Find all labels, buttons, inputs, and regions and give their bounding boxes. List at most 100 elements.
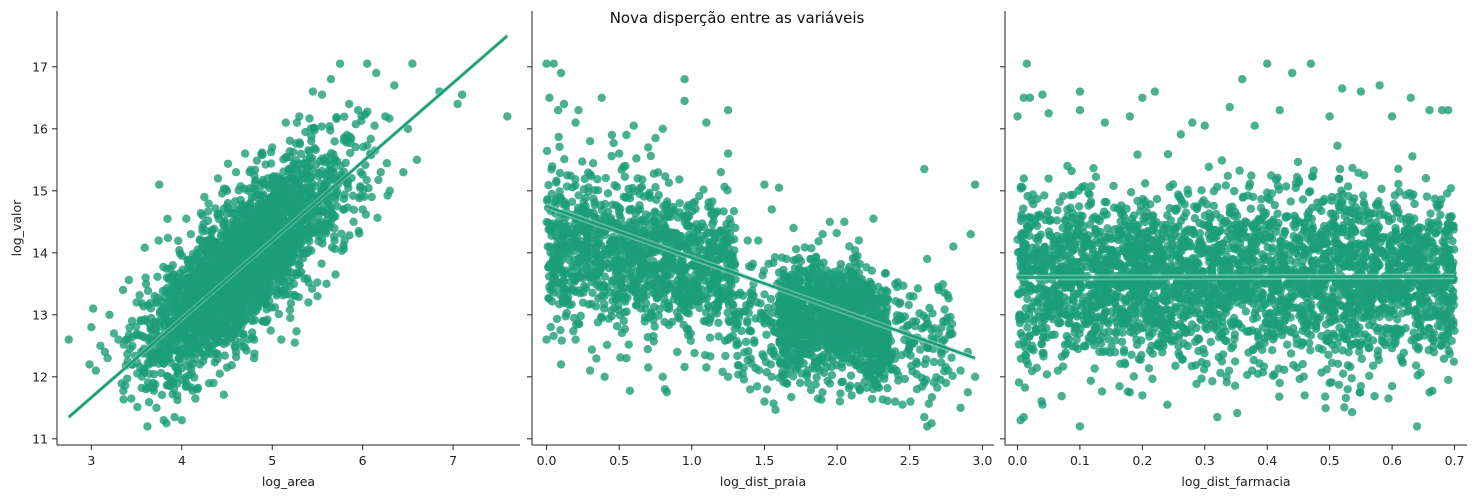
scatter-point [190,331,199,340]
scatter-point [399,168,408,177]
scatter-point [588,159,598,168]
scatter-point [301,231,310,240]
scatter-point [214,261,224,271]
x-tick-label: 5 [268,453,276,468]
scatter-point [867,266,877,275]
x-tick-label: 3.0 [972,453,992,468]
scatter-point [175,249,185,258]
x-tick-label: 1.0 [682,453,702,468]
scatter-point [349,217,358,226]
scatter-point [372,68,381,78]
scatter-point [249,308,258,318]
scatter-point [555,168,565,178]
scatter-point [277,206,286,216]
scatter-point [304,298,313,307]
scatter-point [332,114,341,124]
scatter-point [198,284,207,294]
scatter-point [326,75,336,84]
scatter-point [132,298,141,307]
scatter-point [207,227,216,237]
scatter-point [292,327,301,336]
scatter-point [804,265,814,274]
scatter-point [310,123,319,133]
scatter-point [274,309,284,319]
scatter-point [304,221,314,230]
scatter-point [593,186,603,195]
scatter-point [362,175,371,185]
scatter-point [878,395,887,404]
scatter-point [328,165,338,174]
scatter-point [609,138,618,148]
scatter-point [554,132,563,142]
scatter-point [189,256,198,265]
scatter-point [735,288,745,298]
scatter-point [264,228,274,238]
scatter-point [150,292,159,301]
scatter-point [408,59,417,68]
scatter-point [362,141,372,150]
scatter-point [339,244,349,254]
scatter-point [624,184,633,194]
scatter-point [579,288,588,297]
y-axis-label: log_valor [9,199,24,256]
scatter-point [263,174,272,183]
scatter-point [591,302,601,311]
scatter-point [331,270,340,279]
scatter-point [152,403,161,412]
scatter-point [296,239,306,249]
scatter-point [295,193,304,203]
scatter-point [122,374,132,383]
scatter-point [137,383,146,393]
scatter-point [223,331,232,340]
scatter-point [714,332,723,341]
scatter-point [318,207,327,216]
scatter-point [382,159,392,168]
scatter-point [261,160,270,169]
scatter-point [555,142,564,152]
scatter-point [127,394,136,403]
scatter-point [286,246,295,256]
y-tick-label: 14 [32,245,48,260]
x-tick-label: 1.5 [755,453,775,468]
scatter-point [184,371,194,380]
x-tick-label: 6 [359,453,367,468]
scatter-point [163,214,172,224]
scatter-point [195,266,205,276]
scatter-point [173,391,182,400]
scatter-point [295,269,304,278]
scatter-point [252,156,262,165]
scatter-point [766,360,776,369]
scatter-point [295,112,304,121]
scatter-point [155,318,164,328]
scatter-point [345,148,355,158]
scatter-point [270,303,280,312]
scatter-point [173,346,183,356]
scatter-point [152,348,161,357]
scatter-point [894,376,903,385]
scatter-point [355,229,364,238]
scatter-point [390,81,399,90]
scatter-point [302,248,312,258]
scatter-point [675,175,684,184]
scatter-point [349,205,359,215]
scatter-point [282,181,292,190]
scatter-point [750,336,759,345]
scatter-point [762,330,771,339]
scatter-point [746,327,756,336]
scatter-point [141,273,150,282]
scatter-point [601,173,611,183]
scatter-point [141,316,150,326]
scatter-point [198,211,207,220]
scatter-point [646,151,655,161]
scatter-point [360,192,369,201]
scatter-point [251,176,260,185]
scatter-point [105,310,114,319]
scatter-point [257,149,266,159]
scatter-point [544,294,554,303]
scatter-point [230,196,240,206]
scatter-point [364,183,373,193]
scatter-point [213,210,223,219]
scatter-point [373,213,382,222]
scatter-point [330,236,339,245]
scatter-point [692,220,701,229]
